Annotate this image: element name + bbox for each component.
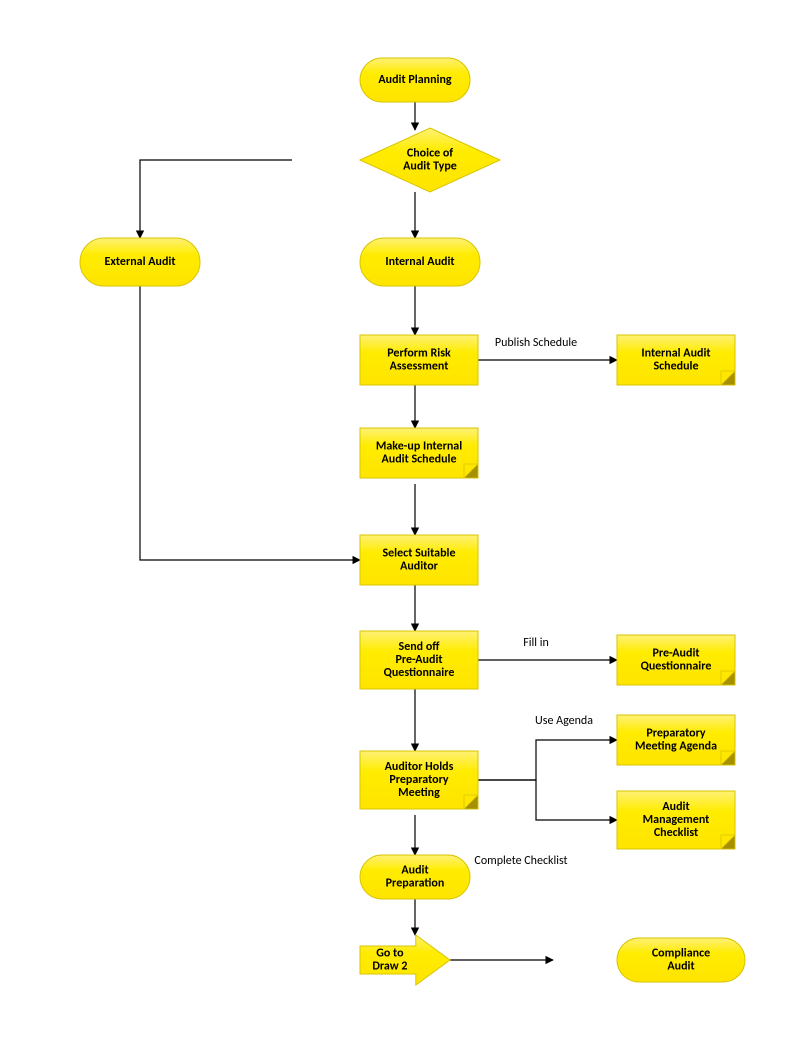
node-send_questionnaire: Send offPre-AuditQuestionnaire: [360, 631, 478, 689]
node-label: Schedule: [653, 359, 698, 373]
edge-label: Fill in: [523, 636, 549, 650]
node-label: Send off: [399, 640, 441, 654]
node-external_audit: External Audit: [80, 238, 200, 286]
node-label: Auditor: [400, 559, 439, 573]
node-label: Assessment: [390, 359, 449, 373]
node-label: Questionnaire: [384, 666, 455, 680]
node-label: Choice of: [407, 146, 453, 160]
node-label: Management: [643, 813, 710, 827]
node-label: Preparatory: [389, 773, 449, 787]
node-label: Preparatory: [646, 726, 706, 740]
node-label: Meeting Agenda: [635, 739, 717, 753]
edge-auditor_meeting-prep_agenda_doc: [474, 740, 617, 780]
node-label: Audit Schedule: [381, 452, 456, 466]
edge-label: Complete Checklist: [474, 854, 567, 868]
node-audit_mgmt_doc: AuditManagementChecklist: [617, 791, 735, 849]
edge-label: Use Agenda: [535, 714, 593, 728]
node-label: Make-up Internal: [376, 439, 462, 453]
node-label: Go to: [376, 946, 404, 960]
node-auditor_meeting: Auditor HoldsPreparatoryMeeting: [360, 751, 478, 809]
node-label: Questionnaire: [641, 659, 712, 673]
node-preaudit_doc: Pre-AuditQuestionnaire: [617, 635, 735, 685]
node-label: Draw 2: [372, 959, 407, 973]
node-internal_audit: Internal Audit: [360, 238, 480, 286]
node-internal_schedule_doc: Internal AuditSchedule: [617, 335, 735, 385]
node-label: Preparation: [386, 876, 445, 890]
edge-auditor_meeting-audit_mgmt_doc: [474, 780, 617, 820]
node-label: Compliance: [652, 946, 710, 960]
edge-label: Publish Schedule: [495, 336, 577, 350]
node-select_auditor: Select SuitableAuditor: [360, 535, 478, 585]
node-choice: Choice ofAudit Type: [360, 128, 500, 192]
nodes-layer: Audit Planning Choice ofAudit Type Externa…: [80, 58, 745, 985]
node-makeup_schedule: Make-up InternalAudit Schedule: [360, 428, 478, 478]
node-label: Audit: [662, 800, 689, 814]
node-label: Audit: [401, 863, 428, 877]
node-label: Audit: [667, 959, 694, 973]
node-label: Internal Audit: [641, 346, 710, 360]
edges-layer: Publish Schedule Fill in Use Agenda Complet…: [140, 102, 617, 960]
node-prep_agenda_doc: PreparatoryMeeting Agenda: [617, 715, 735, 765]
node-label: Auditor Holds: [385, 760, 454, 774]
node-audit_prep: AuditPreparation: [360, 855, 470, 899]
node-compliance_audit: ComplianceAudit: [617, 938, 745, 982]
flowchart-canvas: Publish Schedule Fill in Use Agenda Complet…: [0, 0, 807, 1056]
node-label: Select Suitable: [382, 546, 455, 560]
node-label: Meeting: [398, 786, 440, 800]
edge-choice-external_audit: [140, 160, 292, 238]
node-label: External Audit: [105, 255, 176, 269]
node-label: Audit Planning: [378, 73, 451, 87]
node-perform_risk: Perform RiskAssessment: [360, 335, 478, 385]
node-label: Checklist: [654, 826, 698, 840]
node-label: Pre-Audit: [652, 646, 699, 660]
node-label: Perform Risk: [387, 346, 451, 360]
node-label: Audit Type: [403, 159, 457, 173]
node-goto_draw2: Go toDraw 2: [360, 935, 450, 985]
node-label: Internal Audit: [385, 255, 454, 269]
edge-external_audit-select_auditor: [140, 286, 360, 560]
node-label: Pre-Audit: [395, 653, 442, 667]
node-audit_planning: Audit Planning: [360, 58, 470, 102]
